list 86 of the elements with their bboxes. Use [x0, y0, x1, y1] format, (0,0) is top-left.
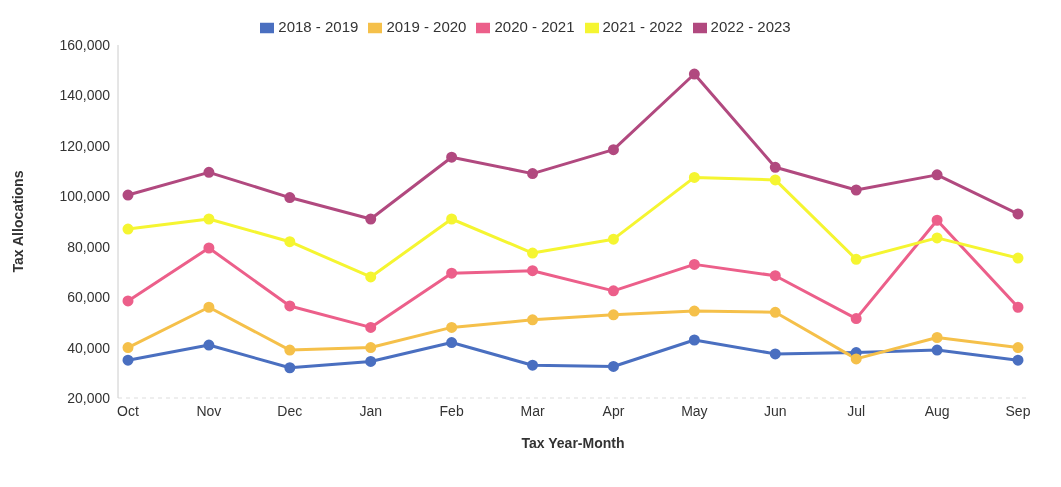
point [446, 321, 458, 333]
point [122, 189, 134, 201]
y-tick-label: 140,000 [59, 87, 111, 104]
point [931, 331, 943, 343]
point [203, 242, 215, 254]
point [850, 353, 862, 365]
point [446, 213, 458, 225]
point [688, 258, 700, 270]
point [122, 295, 134, 307]
point [769, 306, 781, 318]
point [122, 342, 134, 354]
point [365, 342, 377, 354]
x-tick-label: Jul [847, 402, 866, 419]
y-axis-title: Tax Allocations [9, 170, 26, 273]
point [1012, 208, 1024, 220]
point [607, 233, 619, 245]
x-tick-label: Dec [277, 402, 303, 419]
legend-label: 2021 - 2022 [602, 18, 683, 35]
point [769, 348, 781, 360]
x-tick-label: Apr [602, 402, 625, 419]
point [365, 213, 377, 225]
y-tick-label: 60,000 [67, 289, 111, 306]
point [688, 305, 700, 317]
point [365, 355, 377, 367]
y-tick-label: 40,000 [67, 339, 111, 356]
x-axis-title: Tax Year-Month [521, 435, 625, 451]
x-tick-label: Jun [763, 402, 787, 419]
x-tick-label: May [681, 402, 708, 419]
legend-label: 2019 - 2020 [386, 18, 467, 35]
point [607, 144, 619, 156]
x-tick-label: Mar [520, 402, 545, 419]
point [365, 271, 377, 283]
point [850, 313, 862, 325]
point [931, 169, 943, 181]
y-tick-label: 20,000 [67, 389, 111, 406]
y-tick-label: 80,000 [67, 238, 111, 255]
point [284, 344, 296, 356]
point [688, 171, 700, 183]
point [203, 301, 215, 313]
x-tick-label: Oct [117, 402, 139, 419]
point [122, 354, 134, 366]
legend-label: 2022 - 2023 [710, 18, 791, 35]
x-tick-label: Feb [439, 402, 464, 419]
point [203, 166, 215, 178]
y-tick-label: 100,000 [59, 188, 111, 205]
point [365, 321, 377, 333]
x-tick-label: Nov [196, 402, 222, 419]
point [1012, 301, 1024, 313]
point [203, 213, 215, 225]
point [688, 68, 700, 80]
legend-label: 2020 - 2021 [494, 18, 575, 35]
point [1012, 342, 1024, 354]
x-tick-label: Sep [1005, 402, 1031, 419]
x-tick-label: Aug [924, 402, 950, 419]
point [1012, 252, 1024, 264]
point [931, 344, 943, 356]
point [607, 309, 619, 321]
point [284, 362, 296, 374]
point [446, 337, 458, 349]
point [446, 267, 458, 279]
point [607, 360, 619, 372]
x-tick-label: Jan [359, 402, 383, 419]
point [527, 359, 539, 371]
point [688, 334, 700, 346]
point [931, 214, 943, 226]
point [284, 300, 296, 312]
point [203, 339, 215, 351]
point [284, 236, 296, 248]
point [607, 285, 619, 297]
point [1012, 354, 1024, 366]
point [850, 253, 862, 265]
point [769, 174, 781, 186]
point [769, 270, 781, 282]
y-tick-label: 160,000 [59, 37, 111, 53]
point [527, 168, 539, 180]
legend-label: 2018 - 2019 [278, 18, 359, 35]
point [931, 232, 943, 244]
point [850, 184, 862, 196]
point [769, 161, 781, 173]
point [122, 223, 134, 235]
point [527, 314, 539, 326]
point [446, 151, 458, 163]
point [284, 192, 296, 204]
y-tick-label: 120,000 [59, 137, 111, 154]
point [527, 247, 539, 259]
point [527, 265, 539, 277]
